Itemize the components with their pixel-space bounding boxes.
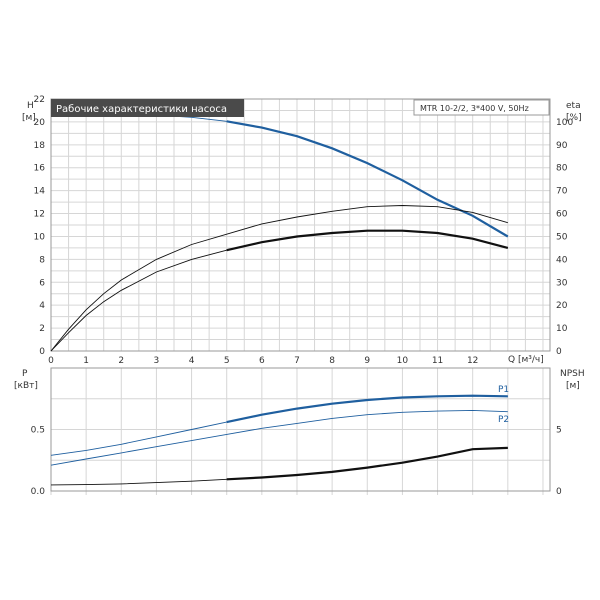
y-left-tick-label: 10 — [34, 232, 46, 242]
pump-model-label: MTR 10-2/2, 3*400 V, 50Hz — [420, 104, 529, 113]
y-right-tick-label: 40 — [556, 255, 568, 265]
x-tick-label: 3 — [154, 356, 160, 366]
power-plot-series — [50, 394, 508, 486]
model-label-box — [413, 99, 550, 116]
flow-x-tick-labels: 0 1 2 3 4 5 6 7 8 9 10 11 12 — [48, 356, 478, 366]
y-left-tick-label: 0.0 — [31, 487, 46, 497]
head-plot-frame — [50, 98, 551, 352]
head-axis-unit: [м] — [22, 113, 36, 123]
x-tick-label: 11 — [432, 356, 443, 366]
y-left-tick-label: 4 — [39, 301, 45, 311]
y-right-tick-label: 60 — [556, 210, 568, 220]
y-right-tick-label: 90 — [556, 141, 568, 151]
y-left-tick-label: 20 — [34, 118, 46, 128]
npsh-axis-label: NPSH — [560, 369, 585, 379]
power-plot-frame — [50, 367, 551, 492]
series-line-0-2 — [50, 205, 508, 352]
y-right-tick-label: 100 — [556, 118, 573, 128]
flow-axis-label: Q [м³/ч] — [508, 355, 544, 365]
head-y-tick-labels: 0 2 4 6 8 10 12 14 16 18 20 22 — [34, 95, 46, 357]
y-right-tick-label: 50 — [556, 232, 568, 242]
y-left-tick-label: 16 — [34, 164, 46, 174]
power-axis-label: P — [22, 369, 28, 379]
y-right-tick-label: 20 — [556, 301, 568, 311]
head-axis-label: H — [27, 101, 34, 111]
npsh-axis-unit: [м] — [566, 381, 580, 391]
head-plot-grid — [51, 98, 550, 351]
y-right-tick-label: 0 — [556, 487, 562, 497]
y-right-tick-label: 70 — [556, 187, 568, 197]
x-tick-label: 4 — [189, 356, 195, 366]
y-right-tick-label: 80 — [556, 164, 568, 174]
x-tick-label: 8 — [329, 356, 335, 366]
eta-y-tick-labels: 0 10 20 30 40 50 60 70 80 90 100 — [556, 118, 573, 357]
y-right-tick-label: 10 — [556, 324, 568, 334]
series-line-bold-0-1 — [226, 229, 509, 252]
chart-title-background — [51, 99, 244, 117]
eta-axis-unit: [%] — [566, 113, 582, 123]
x-tick-label: 9 — [364, 356, 370, 366]
power-axis-unit: [кВт] — [14, 381, 38, 391]
series-line-bold-1-0 — [226, 394, 508, 424]
y-left-tick-label: 0.5 — [31, 426, 45, 436]
chart-title: Рабочие характеристики насоса — [56, 104, 227, 115]
x-tick-label: 10 — [397, 356, 409, 366]
y-right-tick-label: 0 — [556, 347, 562, 357]
x-tick-label: 2 — [118, 356, 124, 366]
series-line-1-1 — [50, 409, 508, 466]
power-plot-grid — [50, 368, 550, 495]
y-left-tick-label: 22 — [34, 95, 45, 105]
power-y-tick-labels: 0.0 0.5 — [31, 426, 46, 498]
y-left-tick-label: 18 — [34, 141, 46, 151]
npsh-y-tick-labels: 05 — [556, 426, 562, 498]
x-tick-label: 5 — [224, 356, 230, 366]
x-tick-label: 7 — [294, 356, 300, 366]
y-left-tick-label: 6 — [39, 278, 45, 288]
y-left-tick-label: 0 — [39, 347, 45, 357]
series-line-bold-1-2 — [226, 446, 508, 481]
x-tick-label: 12 — [467, 356, 478, 366]
series-label-p2: P2 — [498, 415, 509, 425]
x-tick-label: 6 — [259, 356, 265, 366]
y-left-tick-label: 14 — [34, 187, 46, 197]
y-right-tick-label: 30 — [556, 278, 568, 288]
eta-axis-label: eta — [566, 101, 581, 111]
y-left-tick-label: 8 — [39, 255, 45, 265]
series-label-p1: P1 — [498, 385, 509, 395]
x-tick-label: 0 — [48, 356, 54, 366]
y-left-tick-label: 12 — [34, 210, 45, 220]
y-right-tick-label: 5 — [556, 426, 562, 436]
x-tick-label: 1 — [83, 356, 89, 366]
y-left-tick-label: 2 — [39, 324, 45, 334]
